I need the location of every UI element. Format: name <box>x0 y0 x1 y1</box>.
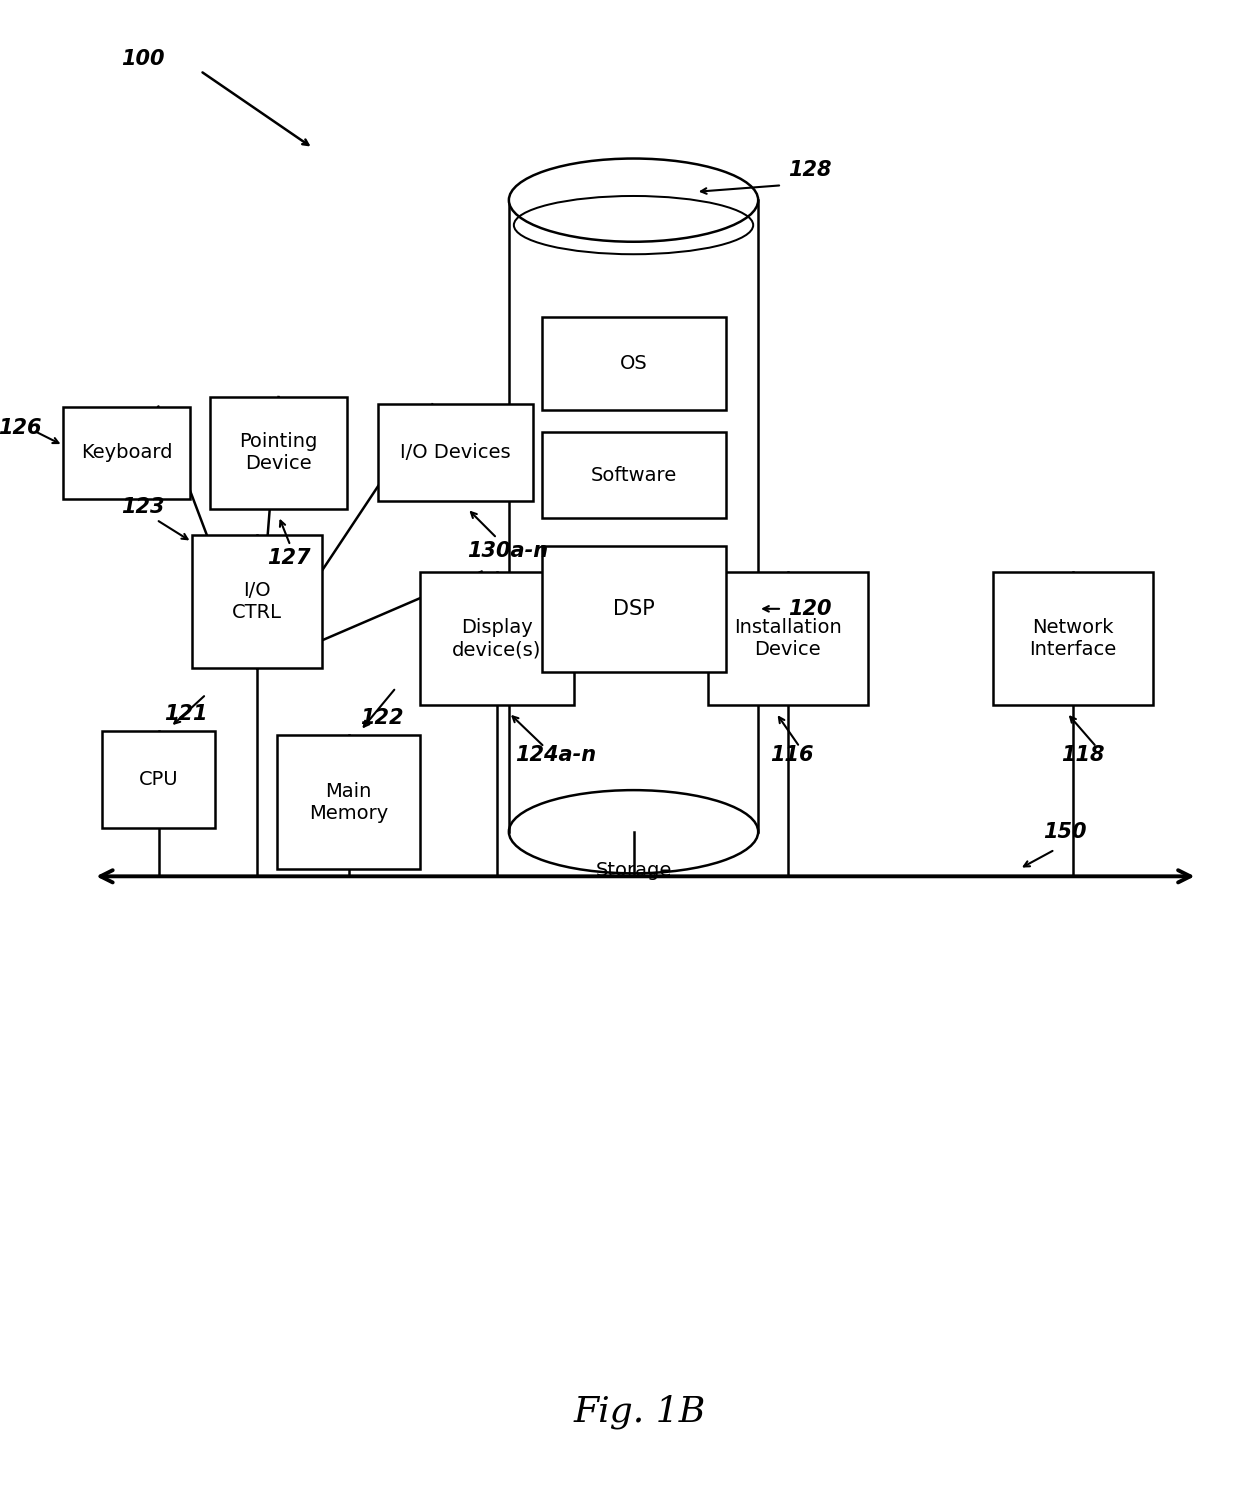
Text: 122: 122 <box>361 708 404 728</box>
Text: Storage: Storage <box>595 861 672 880</box>
Text: Network
Interface: Network Interface <box>1029 618 1116 658</box>
Text: Display
device(s): Display device(s) <box>453 618 542 658</box>
Text: 126: 126 <box>0 419 41 438</box>
Text: 100: 100 <box>122 50 165 69</box>
Text: Keyboard: Keyboard <box>81 444 172 462</box>
Bar <box>102 732 215 828</box>
Bar <box>508 200 758 831</box>
Bar <box>278 735 420 868</box>
Text: Pointing
Device: Pointing Device <box>239 432 317 474</box>
Bar <box>211 398 347 508</box>
Ellipse shape <box>508 159 758 242</box>
Text: Installation
Device: Installation Device <box>734 618 842 658</box>
Text: 121: 121 <box>165 704 208 724</box>
Text: I/O
CTRL: I/O CTRL <box>232 580 283 622</box>
Bar <box>378 405 533 501</box>
Bar <box>542 432 725 517</box>
Text: 118: 118 <box>1061 746 1105 765</box>
Text: Software: Software <box>590 465 677 484</box>
Text: 128: 128 <box>787 160 831 180</box>
Bar <box>542 546 725 672</box>
Bar <box>63 406 190 500</box>
Text: Main
Memory: Main Memory <box>309 782 388 822</box>
Bar <box>420 572 574 705</box>
Bar <box>542 316 725 411</box>
Ellipse shape <box>508 790 758 873</box>
Bar <box>192 534 322 669</box>
Text: 116: 116 <box>770 746 813 765</box>
Bar <box>708 572 868 705</box>
Text: 124a-n: 124a-n <box>515 746 596 765</box>
Text: 130a-n: 130a-n <box>467 540 548 561</box>
Text: Fig. 1B: Fig. 1B <box>573 1394 706 1428</box>
Bar <box>993 572 1153 705</box>
Text: 120: 120 <box>787 598 831 619</box>
Text: I/O Devices: I/O Devices <box>401 444 511 462</box>
Text: CPU: CPU <box>139 770 179 789</box>
Text: 123: 123 <box>120 496 164 516</box>
Text: DSP: DSP <box>613 598 655 619</box>
Text: OS: OS <box>620 354 647 374</box>
Text: 150: 150 <box>1043 822 1086 842</box>
Text: 127: 127 <box>267 548 310 568</box>
